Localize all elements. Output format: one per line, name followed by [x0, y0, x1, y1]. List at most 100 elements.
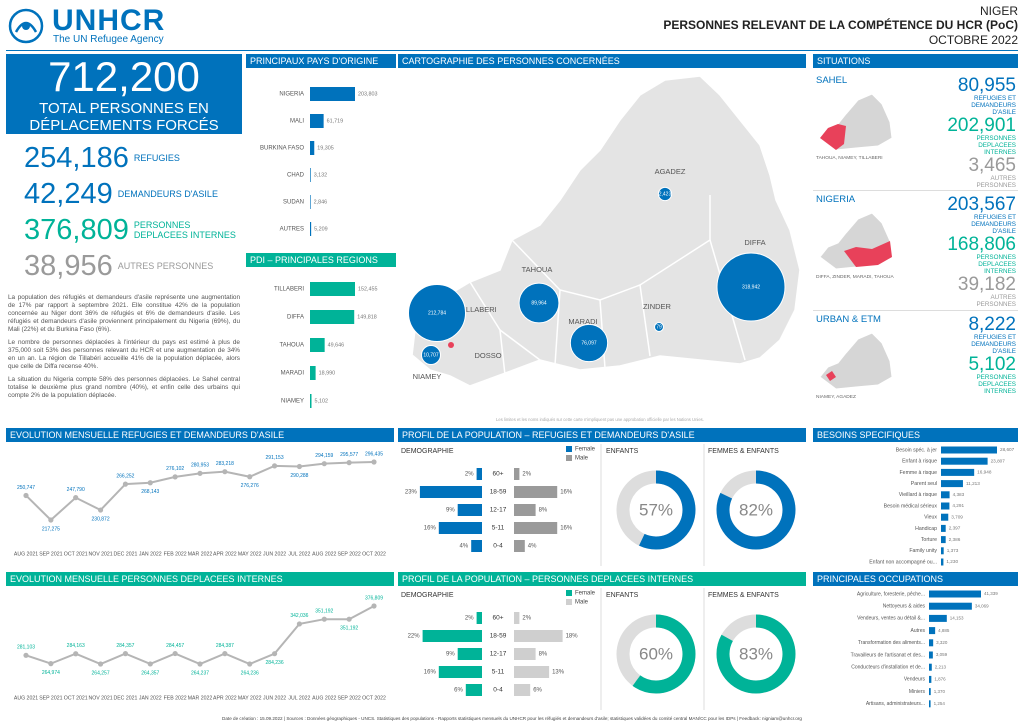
trend-value: 264,257 [92, 670, 110, 676]
age-label: 60+ [492, 615, 503, 622]
bubble-label: 79 [656, 324, 662, 330]
month-label: JUL 2022 [288, 695, 310, 701]
trend-point [73, 651, 79, 657]
pyramid-bar [438, 522, 482, 534]
pyramid-bar [422, 630, 482, 642]
situation-name: NIGERIA [816, 194, 856, 205]
trend-point [222, 651, 228, 657]
bar [929, 651, 933, 659]
trend-value: 291,153 [266, 455, 284, 461]
trend-point [371, 603, 377, 609]
bar-label: Transformation des aliments... [858, 640, 925, 646]
bar-label: Vendeurs, ventes au détail &... [857, 616, 925, 622]
stat-value: 376,809 [24, 213, 129, 246]
bubble [421, 345, 441, 365]
region-name: DIFFA [744, 238, 765, 247]
trend-value: 276,102 [166, 466, 184, 472]
pyramid-value: 9% [446, 508, 455, 514]
bar [929, 688, 931, 696]
bar-value: 1,230 [946, 559, 958, 564]
situation-label: REFUGIES ET DEMANDEURS D'ASILE [971, 214, 1016, 235]
region-border [499, 329, 506, 376]
bar-value: 18,990 [319, 370, 336, 376]
bar-value: 152,455 [358, 286, 378, 292]
pyramid-value: 23% [405, 490, 418, 496]
legend-label: Male [575, 600, 589, 606]
trend-point [222, 469, 228, 475]
bar-label: Travailleurs de l'artisanat et des... [851, 652, 925, 658]
month-label: MAR 2022 [188, 695, 213, 701]
panel: PRINCIPALES OCCUPATIONS Agriculture, fore… [813, 572, 1018, 712]
trend-point [23, 652, 29, 658]
trend-value: 284,357 [116, 643, 134, 649]
stat-label: REFUGIES [133, 153, 180, 163]
month-label: SEP 2021 [39, 695, 62, 701]
pyramid-bar [514, 666, 550, 678]
bar-label: Besoin médical sérieux [884, 503, 938, 509]
trend-value: 283,218 [216, 461, 234, 467]
bar [941, 558, 944, 566]
panel: SITUATIONS SAHEL TAHOUA, NIAMEY, TILLABERI… [813, 54, 1018, 426]
bar [929, 663, 932, 671]
donut-arc [616, 470, 696, 550]
bar-value: 3,132 [314, 172, 328, 178]
panel: PROFIL DE LA POPULATION – PERSONNES DEPL… [398, 572, 806, 714]
trend-point [197, 661, 203, 667]
pyramid-value: 16% [560, 526, 573, 532]
region-name: AGADEZ [655, 167, 686, 176]
bar-label: Enfant non accompagné ou... [869, 559, 937, 565]
age-label: 0-4 [493, 687, 503, 694]
pyramid-value: 18% [566, 634, 579, 640]
bar-label: DIFFA [287, 315, 304, 321]
legend-swatch [566, 446, 572, 452]
trend-point [321, 461, 327, 467]
pyramid-bar [457, 504, 482, 516]
situation: URBAN & ETM NIAMEY, AGADEZ 8,222 REFUGIES E… [813, 310, 1018, 425]
trend-point [48, 661, 54, 667]
bar-label: Autres [911, 628, 926, 634]
pyramid-bar [514, 522, 558, 534]
trend-value: 351,192 [340, 626, 358, 632]
trend-value: 376,809 [365, 595, 383, 601]
pyramid-value: 6% [533, 688, 542, 694]
trend-point [73, 495, 79, 501]
month-label: OCT 2021 [64, 551, 88, 557]
trend-value: 217,275 [42, 526, 60, 532]
trend-point [346, 616, 352, 622]
trend-value: 247,790 [67, 487, 85, 493]
panel-chart: Agriculture, foresterie, pêche... 41,339 N… [851, 590, 998, 708]
demo-title: DEMOGRAPHIE [401, 592, 454, 599]
trend-point [23, 492, 29, 499]
trend-point [371, 459, 377, 465]
bubble-label: 212,784 [428, 310, 446, 316]
bar-value: 49,646 [328, 342, 345, 348]
total-value: 712,200 [48, 53, 200, 100]
trend-point [172, 650, 178, 657]
situation-map [819, 212, 893, 270]
situation-label: AUTRES PERSONNES [976, 175, 1016, 189]
bar-label: Artisans, administrateurs... [866, 701, 925, 707]
trend-line [25, 605, 375, 666]
bar [941, 480, 963, 488]
bar-label: Vieux [924, 515, 937, 521]
country-shape [411, 75, 801, 387]
month-label: FEB 2022 [164, 551, 187, 557]
month-label: OCT 2021 [64, 695, 88, 701]
bar-label: Besoin spéc. à jer [896, 447, 938, 453]
trend-value: 264,357 [141, 670, 159, 676]
pyramid-value: 8% [539, 508, 548, 514]
trend-point [271, 651, 278, 657]
age-label: 18-59 [490, 489, 507, 496]
bar [310, 141, 315, 155]
bar-label: Torture [921, 537, 937, 543]
bar-label: AUTRES [280, 227, 304, 233]
bubble [657, 186, 673, 202]
bar [310, 168, 311, 182]
region-name: DOSSO [474, 351, 501, 360]
month-label: JUL 2022 [288, 551, 310, 557]
bar [929, 639, 934, 647]
panel: EVOLUTION MENSUELLE REFUGIES ET DEMANDEU… [6, 428, 394, 570]
pyramid-value: 2% [465, 472, 474, 478]
pyramid-value: 16% [424, 526, 437, 532]
legend-label: Male [575, 456, 589, 462]
